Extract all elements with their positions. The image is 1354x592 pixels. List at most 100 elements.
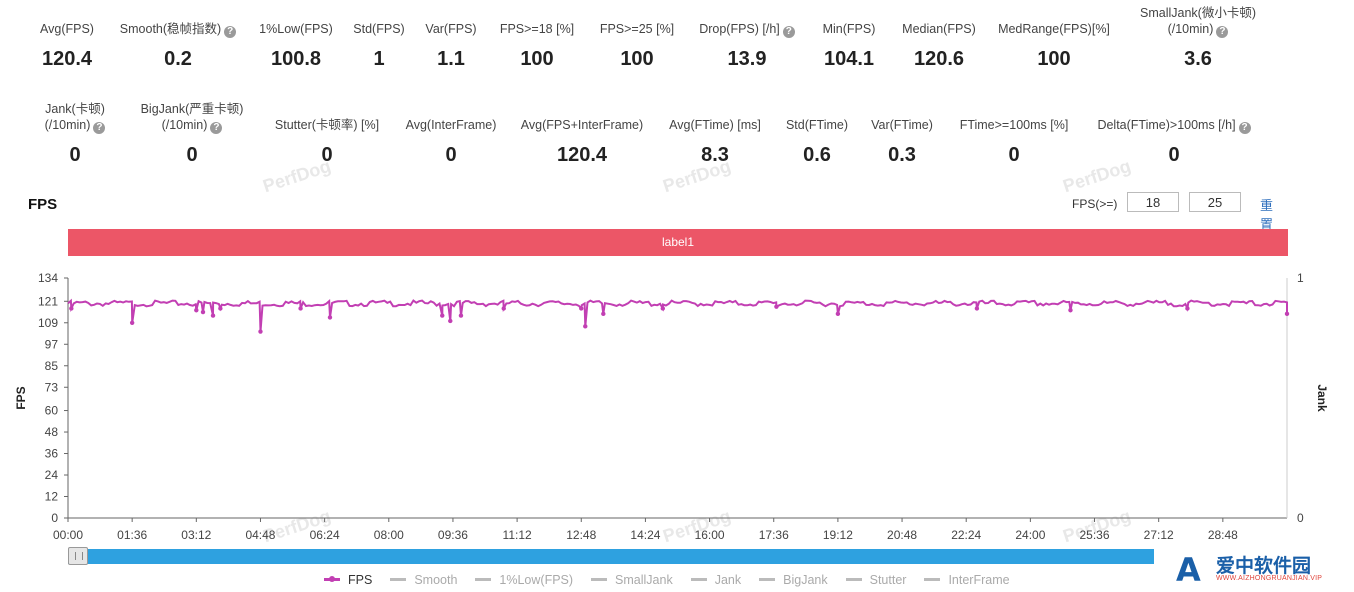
metric-unit-text: (/10min)	[44, 118, 91, 132]
metric-label-text: BigJank(严重卡顿)	[140, 102, 244, 116]
label-bar[interactable]: label1	[68, 229, 1288, 256]
metric-label-text: Avg(InterFrame)	[405, 118, 497, 132]
metric-value: 0.2	[164, 48, 192, 70]
fps-data-point	[194, 308, 199, 313]
y-tick-label: 24	[45, 468, 59, 482]
fps-data-point	[298, 306, 303, 311]
fps-threshold-input-1[interactable]	[1127, 192, 1179, 212]
fps-data-point	[501, 306, 506, 311]
metric-value: 13.9	[727, 48, 767, 70]
metric-2: Stutter(卡顿率) [%] 0	[237, 117, 417, 177]
legend-swatch	[324, 576, 340, 582]
x-tick-label: 17:36	[759, 528, 789, 542]
legend-item[interactable]: Stutter	[845, 573, 907, 587]
metric-0: Jank(卡顿) (/10min)? 0	[0, 101, 165, 166]
legend-item[interactable]: BigJank	[759, 573, 828, 587]
legend: FPS Smooth 1%Low(FPS) SmallJank Jank BigJank S…	[324, 573, 1028, 587]
x-tick-label: 11:12	[503, 528, 532, 542]
metric-3: Std(FPS) 1	[289, 21, 469, 81]
metric-9: Delta(FTime)>100ms [/h]? 0	[1084, 117, 1264, 177]
x-tick-label: 08:00	[374, 528, 404, 542]
metric-value: 120.6	[913, 48, 965, 70]
metric-3: Avg(InterFrame) 0	[361, 117, 541, 177]
metric-value: 0	[186, 144, 198, 166]
y-axis-title: FPS	[14, 386, 28, 409]
watermark: PerfDog	[1060, 505, 1134, 547]
y2-tick-label: 0	[1297, 511, 1304, 525]
legend-label: Stutter	[869, 573, 907, 587]
help-icon[interactable]: ?	[210, 122, 223, 134]
metric-6: Std(FTime) 0.6	[727, 117, 907, 177]
legend-label: 1%Low(FPS)	[499, 573, 574, 587]
metric-value: 8.3	[701, 144, 729, 166]
metric-7: Var(FTime) 0.3	[812, 117, 992, 177]
metric-label-text: Avg(FPS+InterFrame)	[520, 118, 644, 132]
reset-button[interactable]: 重置	[1260, 198, 1274, 232]
legend-swatch	[759, 578, 776, 581]
metric-1: Smooth(稳帧指数)? 0.2	[88, 21, 268, 81]
y-tick-label: 60	[45, 404, 59, 418]
metric-label-text: Median(FPS)	[902, 22, 976, 36]
fps-data-point	[129, 320, 135, 325]
legend-item[interactable]: Smooth	[390, 573, 457, 587]
metric-label-text: Std(FPS)	[353, 22, 405, 36]
logo-url: WWW.AIZHONGRUANJIAN.VIP	[1216, 575, 1323, 582]
metric-label-unit: (/10min)?	[0, 117, 165, 134]
metric-label-unit: (/10min)?	[102, 117, 282, 134]
metric-label: Var(FTime)	[812, 117, 992, 133]
metric-4: Var(FPS) 1.1	[361, 21, 541, 81]
legend-item[interactable]: 1%Low(FPS)	[475, 573, 573, 587]
metric-label-unit: (/10min)?	[1108, 21, 1288, 38]
fps-data-point	[583, 324, 588, 329]
x-tick-label: 14:24	[630, 528, 660, 542]
metric-label-text: Stutter(卡顿率) [%]	[274, 118, 380, 132]
metric-value: 100	[1037, 48, 1071, 70]
metric-value: 104.1	[823, 48, 875, 70]
metric-7: Drop(FPS) [/h]? 13.9	[657, 21, 837, 81]
metric-label: SmallJank(微小卡顿)	[1108, 5, 1288, 21]
metric-label-text: Var(FPS)	[425, 22, 477, 36]
help-icon[interactable]: ?	[224, 26, 237, 38]
help-icon[interactable]: ?	[1238, 122, 1251, 134]
fps-data-point	[458, 313, 464, 318]
fps-data-point	[601, 311, 606, 317]
metric-label: Median(FPS)	[849, 21, 1029, 37]
metric-value: 1.1	[437, 48, 465, 70]
fps-threshold-input-2[interactable]	[1189, 192, 1241, 212]
metric-6: FPS>=25 [%] 100	[547, 21, 727, 81]
metric-0: Avg(FPS) 120.4	[0, 21, 157, 81]
legend-item[interactable]: InterFrame	[924, 573, 1010, 587]
legend-item[interactable]: FPS	[324, 573, 372, 587]
y-tick-label: 121	[38, 294, 58, 308]
logo-mark: A	[1176, 551, 1201, 589]
legend-item[interactable]: SmallJank	[591, 573, 673, 587]
legend-item[interactable]: Jank	[690, 573, 742, 587]
legend-label: SmallJank	[615, 573, 673, 587]
metric-label-text: Drop(FPS) [/h]	[699, 22, 780, 36]
slider-handle[interactable]	[68, 547, 88, 565]
fps-series-line	[67, 298, 1288, 332]
metric-label: 1%Low(FPS)	[206, 21, 386, 37]
help-icon[interactable]: ?	[782, 26, 795, 38]
metric-value: 0	[1168, 144, 1180, 166]
legend-label: Jank	[714, 573, 742, 587]
fps-data-point	[660, 306, 665, 311]
time-range-slider[interactable]	[68, 549, 1154, 564]
metric-label: Avg(FPS+InterFrame)	[492, 117, 672, 133]
metric-label: FPS>=18 [%]	[447, 21, 627, 37]
help-icon[interactable]: ?	[93, 122, 106, 134]
metric-label-text: FPS>=25 [%]	[599, 22, 675, 36]
help-icon[interactable]: ?	[1216, 26, 1229, 38]
logo-name: 爱中软件园	[1216, 556, 1312, 577]
metric-label-text: Smooth(稳帧指数)	[119, 22, 222, 36]
metric-label-text: SmallJank(微小卡顿)	[1140, 6, 1256, 20]
metric-label: Delta(FTime)>100ms [/h]?	[1084, 117, 1264, 134]
metric-2: 1%Low(FPS) 100.8	[206, 21, 386, 81]
metric-label: Avg(InterFrame)	[361, 117, 541, 133]
legend-swatch	[924, 578, 941, 581]
y-tick-label: 73	[45, 380, 59, 394]
metric-value: 3.6	[1184, 48, 1212, 70]
metric-label: MedRange(FPS)[%]	[964, 21, 1144, 37]
fps-data-point	[258, 329, 263, 334]
